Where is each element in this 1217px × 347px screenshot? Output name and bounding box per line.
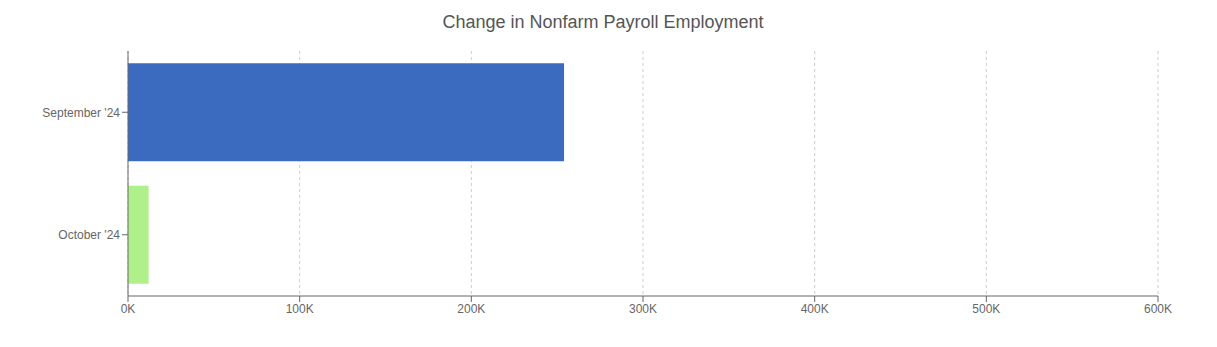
svg-text:600K: 600K <box>1144 302 1172 316</box>
svg-text:500K: 500K <box>972 302 1000 316</box>
svg-text:200K: 200K <box>457 302 485 316</box>
svg-text:400K: 400K <box>801 302 829 316</box>
svg-text:0K: 0K <box>121 302 136 316</box>
svg-text:100K: 100K <box>286 302 314 316</box>
svg-text:September '24: September '24 <box>42 106 120 120</box>
html-text:Change in Nonfarm Payroll Empl: Change in Nonfarm Payroll Employment <box>442 12 764 32</box>
svg-text:300K: 300K <box>629 302 657 316</box>
svg-text:October '24: October '24 <box>58 228 120 242</box>
